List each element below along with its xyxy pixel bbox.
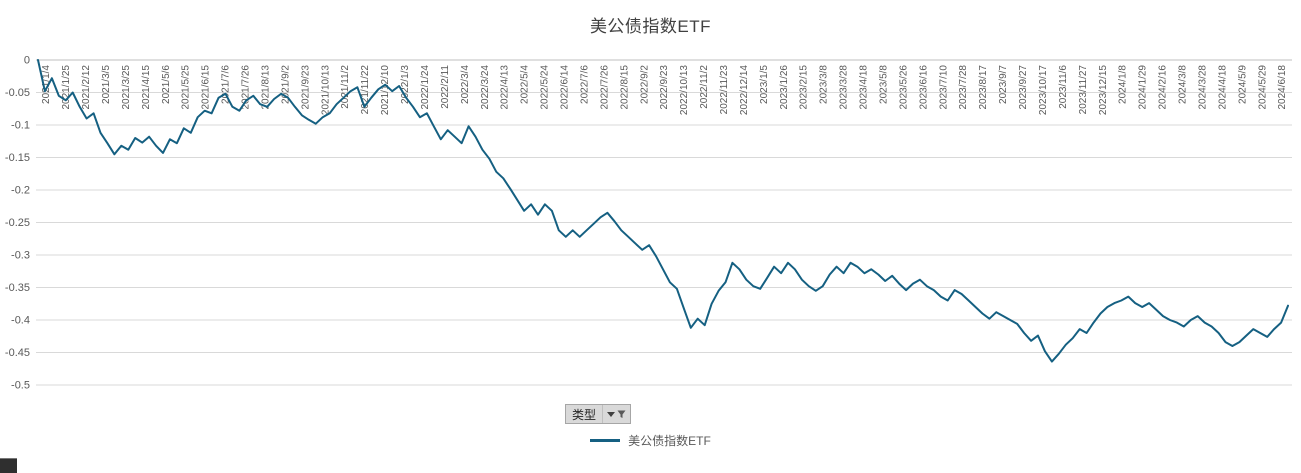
x-axis-label: 2022/6/14 [560, 65, 571, 110]
x-axis-label: 2022/9/2 [639, 65, 650, 104]
x-axis-label: 2021/9/23 [300, 65, 311, 110]
x-axis-label: 2023/1/5 [759, 65, 770, 104]
x-axis-label: 2021/7/6 [221, 65, 232, 104]
x-axis-label: 2022/7/6 [579, 65, 590, 104]
filter-funnel-icon [617, 410, 626, 418]
y-axis-label: 0 [24, 55, 30, 67]
x-axis-label: 2023/9/27 [1018, 65, 1029, 110]
x-axis-label: 2023/5/26 [898, 65, 909, 110]
legend-line-swatch [590, 439, 621, 442]
y-axis-label: -0.05 [5, 87, 30, 99]
x-axis-label: 2022/9/23 [659, 65, 670, 110]
x-axis-label: 2024/3/28 [1197, 65, 1208, 110]
x-axis-label: 2023/8/17 [978, 65, 989, 110]
x-axis-label: 2021/3/25 [121, 65, 132, 110]
x-axis-label: 2021/2/12 [81, 65, 92, 110]
x-axis-label: 2021/1/25 [61, 65, 72, 110]
x-axis-label: 2023/11/6 [1058, 65, 1069, 109]
x-axis-label: 2021/4/15 [141, 65, 152, 110]
y-axis-label: -0.4 [11, 315, 30, 327]
x-axis-label: 2024/1/8 [1118, 65, 1129, 104]
x-axis-label: 2022/11/2 [699, 65, 710, 109]
x-axis-label: 2024/1/29 [1138, 65, 1149, 110]
chevron-down-icon [607, 411, 616, 417]
x-axis-label: 2023/3/8 [819, 65, 830, 104]
x-axis-label: 2022/11/23 [719, 65, 730, 115]
y-axis-label: -0.35 [5, 282, 30, 294]
y-axis-label: -0.45 [5, 347, 30, 359]
y-axis-label: -0.15 [5, 152, 30, 164]
x-axis-label: 2024/5/29 [1257, 65, 1268, 110]
x-axis-label: 2023/11/27 [1078, 65, 1089, 115]
y-axis-label: -0.5 [11, 380, 30, 392]
x-axis-label: 2021/5/6 [161, 65, 172, 104]
chart-legend[interactable]: 美公债指数ETF [0, 432, 1301, 449]
x-axis-label: 2021/5/25 [181, 65, 192, 110]
chart-title: 美公债指数ETF [589, 17, 712, 36]
y-axis-label: -0.3 [11, 250, 30, 262]
y-axis-label: -0.25 [5, 217, 30, 229]
x-axis-label: 2023/6/16 [918, 65, 929, 110]
x-axis-label: 2023/3/28 [839, 65, 850, 110]
x-axis-label: 2021/11/2 [340, 65, 351, 109]
x-axis-label: 2021/9/2 [280, 65, 291, 104]
screen-corner-artifact [0, 458, 17, 473]
x-axis-label: 2022/3/4 [460, 65, 471, 104]
x-axis-label: 2021/10/13 [320, 65, 331, 115]
x-axis-label: 2023/7/10 [938, 65, 949, 110]
x-axis-label: 2024/4/18 [1217, 65, 1228, 110]
filter-button-label: 类型 [572, 408, 597, 422]
x-axis-label: 2021/1/4 [41, 65, 52, 104]
x-axis-label: 2024/3/8 [1178, 65, 1189, 104]
x-axis-label: 2022/4/13 [500, 65, 511, 110]
x-axis-label: 2021/3/5 [101, 65, 112, 104]
y-axis-label: -0.2 [11, 185, 30, 197]
x-axis-label: 2022/1/24 [420, 65, 431, 110]
x-axis-label: 2023/1/26 [779, 65, 790, 110]
x-axis-label: 2023/2/15 [799, 65, 810, 110]
y-axis-label: -0.1 [11, 120, 30, 132]
x-axis-label: 2024/2/16 [1158, 65, 1169, 110]
x-axis-label: 2022/12/14 [739, 65, 750, 115]
series-line [37, 59, 1289, 363]
x-axis-label: 2021/12/10 [380, 65, 391, 115]
x-axis-label: 2022/5/4 [520, 65, 531, 104]
x-axis-label: 2021/8/13 [260, 65, 271, 110]
x-axis-label: 2023/10/17 [1038, 65, 1049, 115]
x-axis-label: 2024/6/18 [1277, 65, 1288, 110]
x-axis-label: 2022/2/11 [440, 65, 451, 109]
filter-dropdown[interactable] [602, 405, 631, 423]
x-axis-label: 2021/11/22 [360, 65, 371, 115]
x-axis-label: 2022/1/3 [400, 65, 411, 104]
chart-filter-button[interactable]: 类型 [565, 404, 632, 424]
x-axis-label: 2023/7/28 [958, 65, 969, 110]
x-axis-label: 2021/6/15 [201, 65, 212, 110]
x-axis-label: 2023/9/7 [998, 65, 1009, 104]
x-axis-label: 2023/12/15 [1098, 65, 1109, 115]
x-axis-label: 2021/7/26 [241, 65, 252, 110]
x-axis-label: 2023/4/18 [859, 65, 870, 110]
legend-label: 美公债指数ETF [628, 434, 711, 448]
x-axis-label: 2022/7/26 [599, 65, 610, 110]
x-axis-label: 2022/10/13 [679, 65, 690, 115]
x-axis-label: 2022/3/24 [480, 65, 491, 110]
x-axis-label: 2024/5/9 [1237, 65, 1248, 104]
x-axis-label: 2023/5/8 [879, 65, 890, 104]
x-axis-label: 2022/5/24 [540, 65, 551, 110]
x-axis-label: 2022/8/15 [619, 65, 630, 110]
